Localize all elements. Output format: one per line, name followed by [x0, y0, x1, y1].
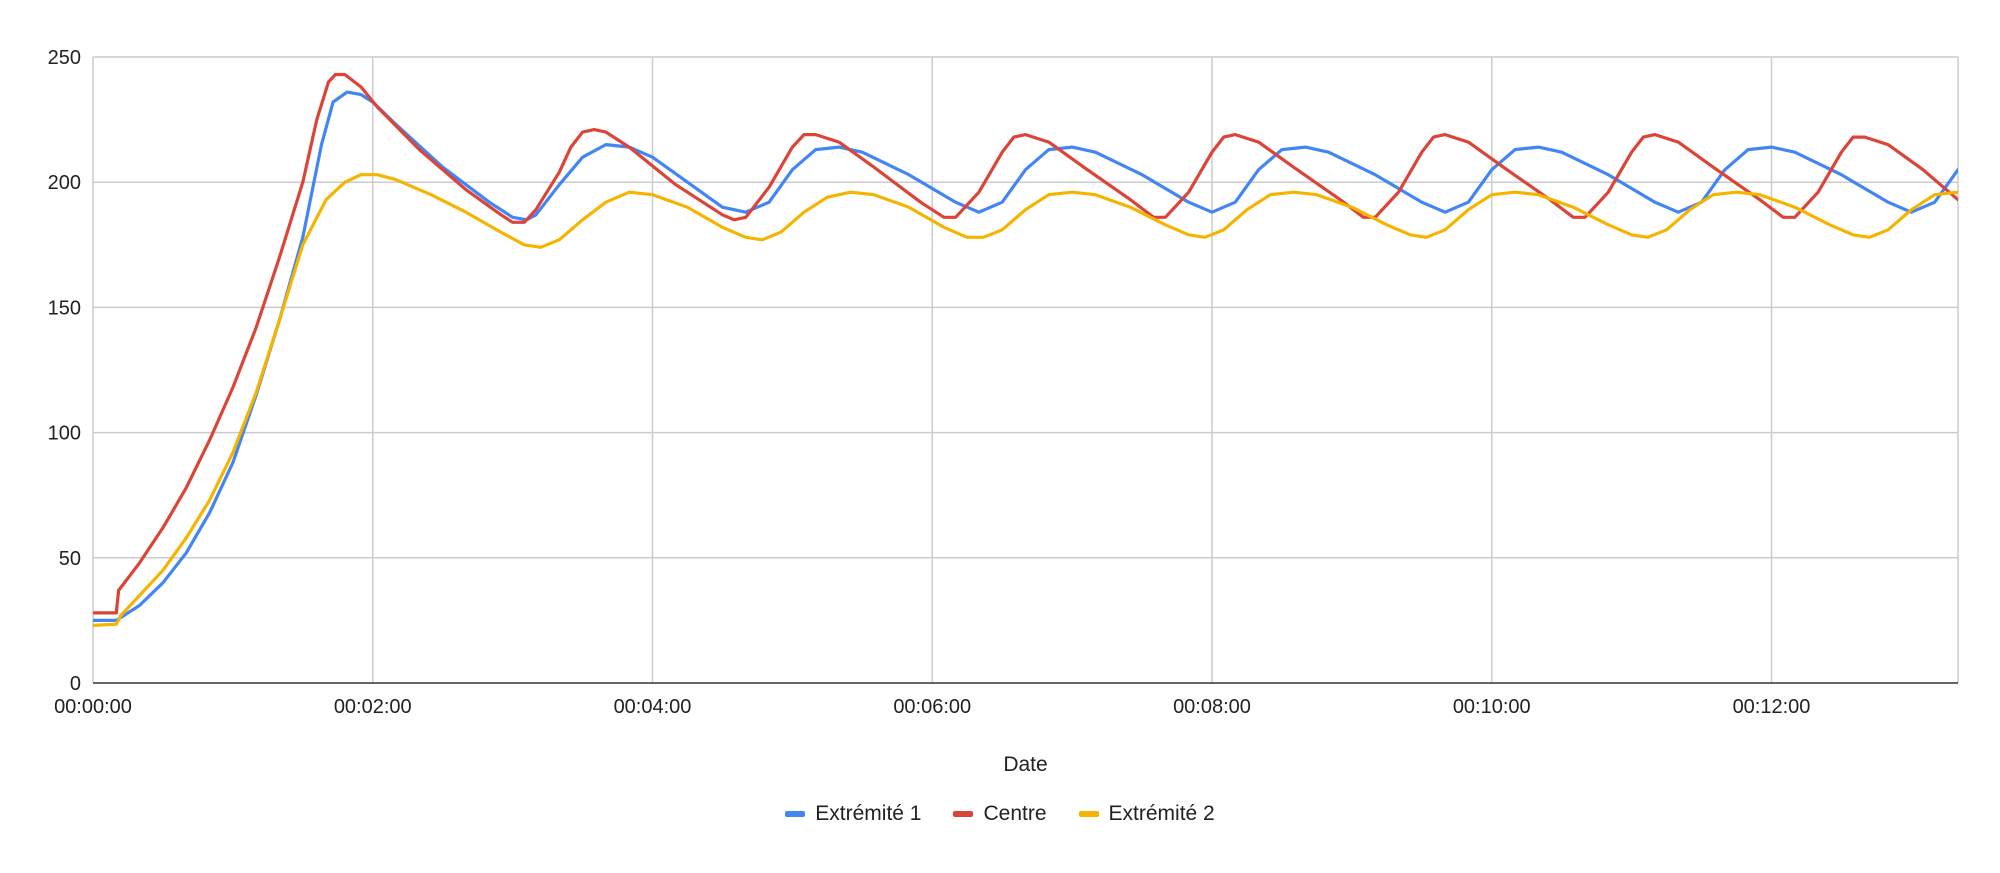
series-line-extremite-1 [93, 90, 1958, 622]
y-tick-label: 200 [48, 172, 81, 194]
legend-swatch-centre [953, 811, 974, 817]
series-line-centre [93, 72, 1958, 615]
legend-label-extremite-1: Extrémité 1 [815, 802, 922, 825]
series-line-extremite-2 [93, 173, 1958, 627]
legend-label-centre: Centre [983, 802, 1047, 825]
y-tick-label: 50 [59, 548, 81, 570]
x-tick-label: 00:06:00 [893, 696, 971, 718]
x-tick-labels: 00:00:00 00:02:00 00:04:00 00:06:00 00:08:00… [54, 696, 1810, 718]
legend-swatch-extremite-2 [1078, 811, 1099, 817]
y-tick-label: 250 [48, 47, 81, 69]
legend-item-centre[interactable]: Centre [953, 802, 1047, 826]
x-tick-label: 00:12:00 [1733, 696, 1811, 718]
legend-swatch-extremite-1 [785, 811, 806, 817]
legend-label-extremite-2: Extrémité 2 [1108, 802, 1215, 825]
x-tick-label: 00:02:00 [334, 696, 412, 718]
legend-item-extremite-1[interactable]: Extrémité 1 [785, 802, 921, 826]
grid-lines [92, 56, 1959, 683]
legend-item-extremite-2[interactable]: Extrémité 2 [1078, 802, 1215, 826]
x-tick-label: 00:08:00 [1173, 696, 1251, 718]
x-tick-label: 00:04:00 [614, 696, 692, 718]
y-tick-label: 0 [70, 673, 81, 695]
y-tick-label: 100 [48, 423, 81, 445]
legend: Extrémité 1 Centre Extrémité 2 [0, 802, 2000, 826]
x-tick-label: 00:10:00 [1453, 696, 1531, 718]
series-lines [93, 72, 1958, 627]
y-tick-labels: 0 50 100 150 200 250 [48, 47, 81, 695]
x-tick-label: 00:00:00 [54, 696, 132, 718]
x-axis-title: Date [1003, 753, 1047, 776]
y-tick-label: 150 [48, 297, 81, 319]
